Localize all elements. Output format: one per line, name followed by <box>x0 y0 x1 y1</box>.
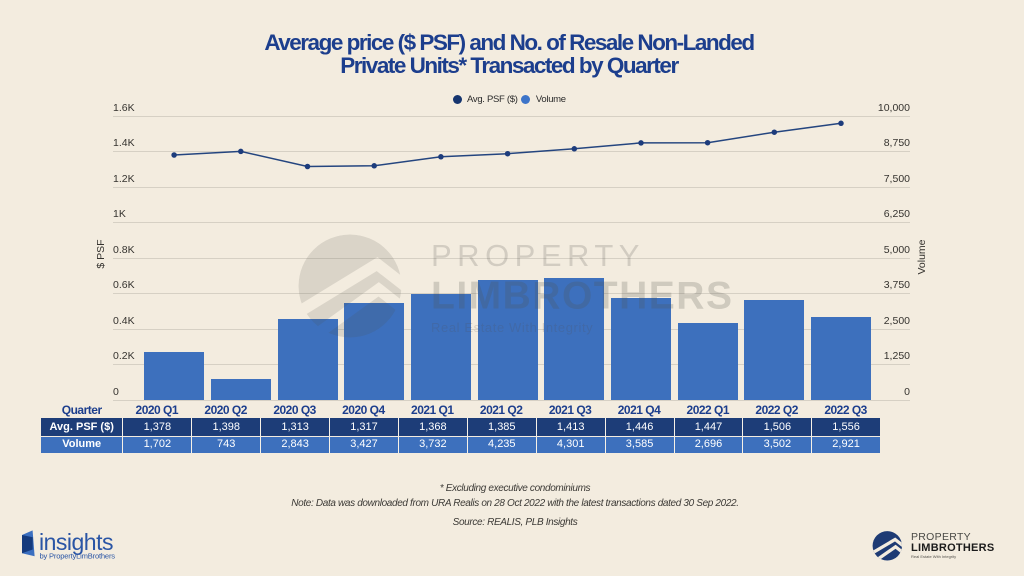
svg-text:LIMBROTHERS: LIMBROTHERS <box>911 542 994 554</box>
svg-text:PROPERTY: PROPERTY <box>911 531 971 543</box>
svg-text:PROPERTY: PROPERTY <box>431 238 645 273</box>
svg-text:by PropertyLimBrothers: by PropertyLimBrothers <box>40 551 116 560</box>
svg-text:insights: insights <box>39 529 113 555</box>
svg-text:Real Estate With Integrity: Real Estate With Integrity <box>911 554 956 559</box>
svg-text:Real Estate With Integrity: Real Estate With Integrity <box>431 320 593 335</box>
svg-text:LIMBROTHERS: LIMBROTHERS <box>431 275 734 318</box>
